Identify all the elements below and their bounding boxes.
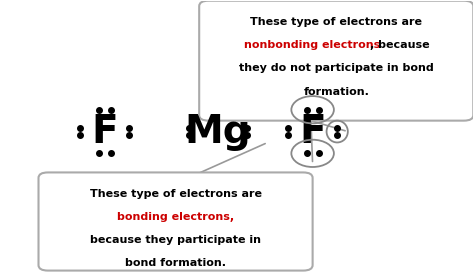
Text: , because: , because <box>370 40 430 50</box>
Text: These type of electrons are: These type of electrons are <box>90 189 262 199</box>
FancyBboxPatch shape <box>38 172 313 271</box>
Text: they do not participate in bond: they do not participate in bond <box>239 63 434 73</box>
Text: because they participate in: because they participate in <box>90 235 261 245</box>
Text: Mg: Mg <box>185 113 251 150</box>
Text: bond formation.: bond formation. <box>125 258 226 268</box>
Text: F: F <box>91 113 118 150</box>
Text: bonding electrons,: bonding electrons, <box>117 212 234 222</box>
Text: These type of electrons are: These type of electrons are <box>250 17 422 27</box>
Text: F: F <box>299 113 326 150</box>
Text: formation.: formation. <box>303 87 369 96</box>
FancyBboxPatch shape <box>199 1 474 121</box>
Text: nonbonding electrons: nonbonding electrons <box>245 40 381 50</box>
